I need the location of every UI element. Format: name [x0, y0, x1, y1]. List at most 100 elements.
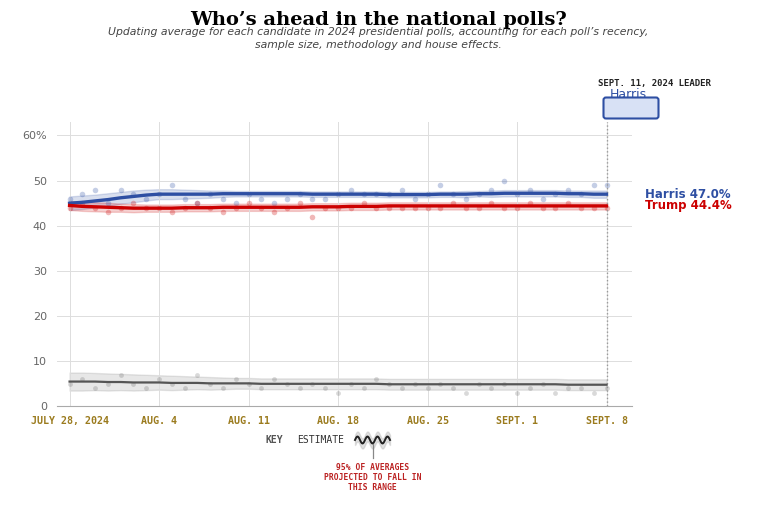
Point — [459, 195, 472, 203]
Point — [319, 195, 332, 203]
Text: SEPT. 11, 2024 LEADER: SEPT. 11, 2024 LEADER — [598, 79, 711, 88]
Point — [153, 204, 165, 212]
Point — [575, 190, 587, 198]
Point — [204, 380, 217, 388]
Point — [357, 190, 369, 198]
Point — [204, 204, 217, 212]
Point — [114, 185, 126, 194]
Point — [229, 204, 241, 212]
Point — [511, 190, 523, 198]
Point — [344, 185, 357, 194]
Text: KEY: KEY — [265, 435, 282, 445]
Point — [319, 384, 332, 392]
Point — [114, 371, 126, 379]
Point — [344, 380, 357, 388]
Point — [166, 208, 178, 216]
Point — [268, 208, 280, 216]
Point — [127, 380, 139, 388]
Point — [268, 375, 280, 384]
Point — [459, 204, 472, 212]
Point — [511, 204, 523, 212]
Point — [447, 384, 459, 392]
Text: Updating average for each candidate in 2024 presidential polls, accounting for e: Updating average for each candidate in 2… — [107, 27, 648, 37]
Point — [192, 199, 204, 207]
Point — [370, 190, 382, 198]
Point — [396, 185, 408, 194]
Point — [409, 380, 421, 388]
Point — [409, 204, 421, 212]
Point — [140, 195, 152, 203]
Point — [204, 190, 217, 198]
Point — [332, 190, 344, 198]
Text: THIS RANGE: THIS RANGE — [348, 483, 397, 492]
Point — [102, 199, 114, 207]
Point — [383, 380, 395, 388]
Point — [64, 204, 76, 212]
Point — [294, 190, 306, 198]
Point — [229, 375, 241, 384]
Point — [562, 384, 575, 392]
Point — [562, 185, 575, 194]
Point — [472, 204, 484, 212]
Point — [435, 181, 447, 189]
Point — [550, 204, 562, 212]
Text: Harris: Harris — [610, 88, 647, 101]
Point — [498, 177, 510, 185]
Point — [255, 204, 267, 212]
Point — [153, 375, 165, 384]
Point — [127, 199, 139, 207]
Point — [179, 384, 191, 392]
Point — [383, 190, 395, 198]
Point — [307, 195, 319, 203]
Point — [537, 195, 549, 203]
Point — [409, 195, 421, 203]
Point — [114, 204, 126, 212]
Text: +2.6: +2.6 — [612, 100, 650, 114]
Point — [383, 204, 395, 212]
Point — [64, 195, 76, 203]
Text: PROJECTED TO FALL IN: PROJECTED TO FALL IN — [324, 473, 421, 482]
Point — [472, 380, 484, 388]
Point — [575, 204, 587, 212]
Text: sample size, methodology and house effects.: sample size, methodology and house effec… — [254, 40, 501, 50]
Point — [447, 190, 459, 198]
Point — [524, 185, 536, 194]
Point — [179, 204, 191, 212]
Point — [396, 204, 408, 212]
Point — [242, 190, 254, 198]
Point — [550, 190, 562, 198]
Point — [294, 384, 306, 392]
Point — [332, 204, 344, 212]
Point — [217, 384, 229, 392]
Point — [537, 204, 549, 212]
Point — [281, 204, 293, 212]
Point — [600, 204, 612, 212]
Point — [281, 380, 293, 388]
Point — [281, 195, 293, 203]
Point — [459, 389, 472, 397]
Point — [524, 199, 536, 207]
Point — [242, 199, 254, 207]
Point — [357, 384, 369, 392]
Point — [64, 380, 76, 388]
Point — [562, 199, 575, 207]
Point — [550, 389, 562, 397]
Point — [332, 389, 344, 397]
Point — [575, 384, 587, 392]
Point — [255, 195, 267, 203]
Point — [242, 380, 254, 388]
Point — [422, 204, 434, 212]
Point — [370, 204, 382, 212]
Point — [485, 384, 497, 392]
Point — [600, 384, 612, 392]
Point — [511, 389, 523, 397]
Point — [344, 204, 357, 212]
Point — [192, 371, 204, 379]
Point — [587, 181, 600, 189]
Point — [307, 380, 319, 388]
Point — [102, 380, 114, 388]
Point — [294, 199, 306, 207]
Text: Trump 44.4%: Trump 44.4% — [645, 200, 731, 212]
Point — [89, 204, 101, 212]
Point — [255, 384, 267, 392]
